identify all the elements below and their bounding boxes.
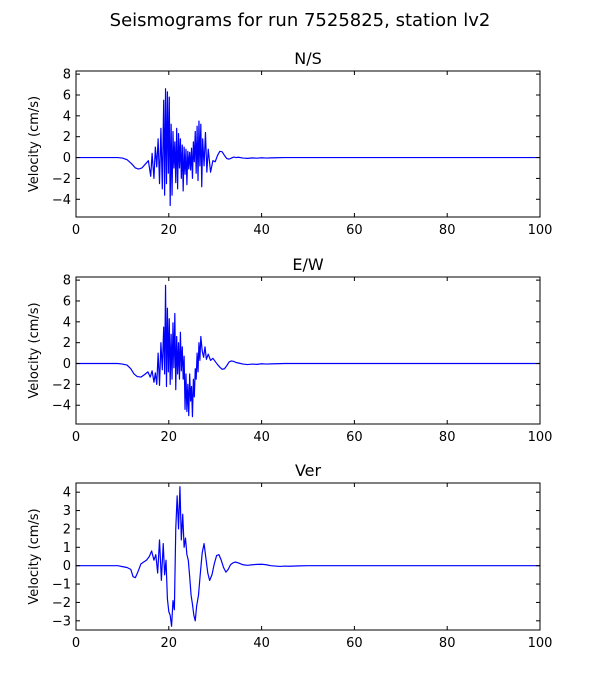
x-tick-label: 0: [72, 636, 80, 651]
y-tick-label: 8: [63, 274, 71, 289]
y-tick-label: 2: [63, 522, 71, 537]
panel-title: Ver: [295, 461, 322, 480]
y-tick-label: 4: [63, 486, 71, 501]
y-axis-label: Velocity (cm/s): [27, 96, 42, 192]
y-tick-label: −1: [52, 578, 71, 593]
y-tick-label: 6: [63, 294, 71, 309]
y-tick-label: −4: [52, 193, 71, 208]
y-tick-label: 2: [63, 130, 71, 145]
x-tick-label: 60: [346, 430, 363, 445]
y-tick-label: 8: [63, 68, 71, 83]
x-tick-label: 40: [253, 430, 270, 445]
y-tick-label: −2: [52, 378, 71, 393]
x-tick-label: 100: [528, 223, 553, 238]
y-tick-label: 4: [63, 315, 71, 330]
x-tick-label: 80: [439, 223, 456, 238]
y-axis-label: Velocity (cm/s): [27, 508, 42, 604]
plot-frame: [75, 276, 541, 425]
y-tick-label: 0: [63, 357, 71, 372]
y-tick-label: 6: [63, 88, 71, 103]
x-tick-label: 80: [439, 636, 456, 651]
y-tick-label: −3: [52, 614, 71, 629]
y-axis-label: Velocity (cm/s): [27, 302, 42, 398]
series-line: [76, 284, 540, 418]
y-tick-label: 2: [63, 336, 71, 351]
x-tick-label: 20: [161, 636, 178, 651]
x-tick-label: 60: [346, 223, 363, 238]
x-tick-label: 100: [528, 636, 553, 651]
plot-frame: [75, 482, 541, 631]
y-tick-label: 3: [63, 504, 71, 519]
y-tick-label: 0: [63, 151, 71, 166]
x-tick-label: 40: [253, 636, 270, 651]
y-tick-label: −4: [52, 399, 71, 414]
x-tick-label: 40: [253, 223, 270, 238]
series-line: [76, 88, 540, 207]
panel-title: E/W: [292, 255, 324, 274]
x-tick-label: 80: [439, 430, 456, 445]
x-tick-label: 20: [161, 223, 178, 238]
x-tick-label: 100: [528, 430, 553, 445]
plot-frame: [75, 70, 541, 218]
x-tick-label: 20: [161, 430, 178, 445]
panel-3: Ver Velocity (cm/s) 0 20 40 60 80 100 −3 −2 −1 0 1 2 3…: [27, 461, 552, 651]
y-tick-label: 1: [63, 541, 71, 556]
panel-2: E/W Velocity (cm/s) 0 20 40 60 80 100 −4 −2 0 2 4 6 8: [27, 255, 552, 445]
y-tick-label: 4: [63, 109, 71, 124]
panel-1: N/S Velocity (cm/s) 0 20 40 60 80 100 −4 −2 0 2 4 6 8: [27, 49, 552, 238]
y-tick-label: 0: [63, 559, 71, 574]
panel-title: N/S: [294, 49, 322, 68]
y-tick-label: −2: [52, 596, 71, 611]
series-line: [76, 486, 540, 627]
x-tick-label: 0: [72, 430, 80, 445]
y-tick-label: −2: [52, 172, 71, 187]
x-tick-label: 0: [72, 223, 80, 238]
figure-title: Seismograms for run 7525825, station lv2: [109, 10, 491, 31]
x-tick-label: 60: [346, 636, 363, 651]
